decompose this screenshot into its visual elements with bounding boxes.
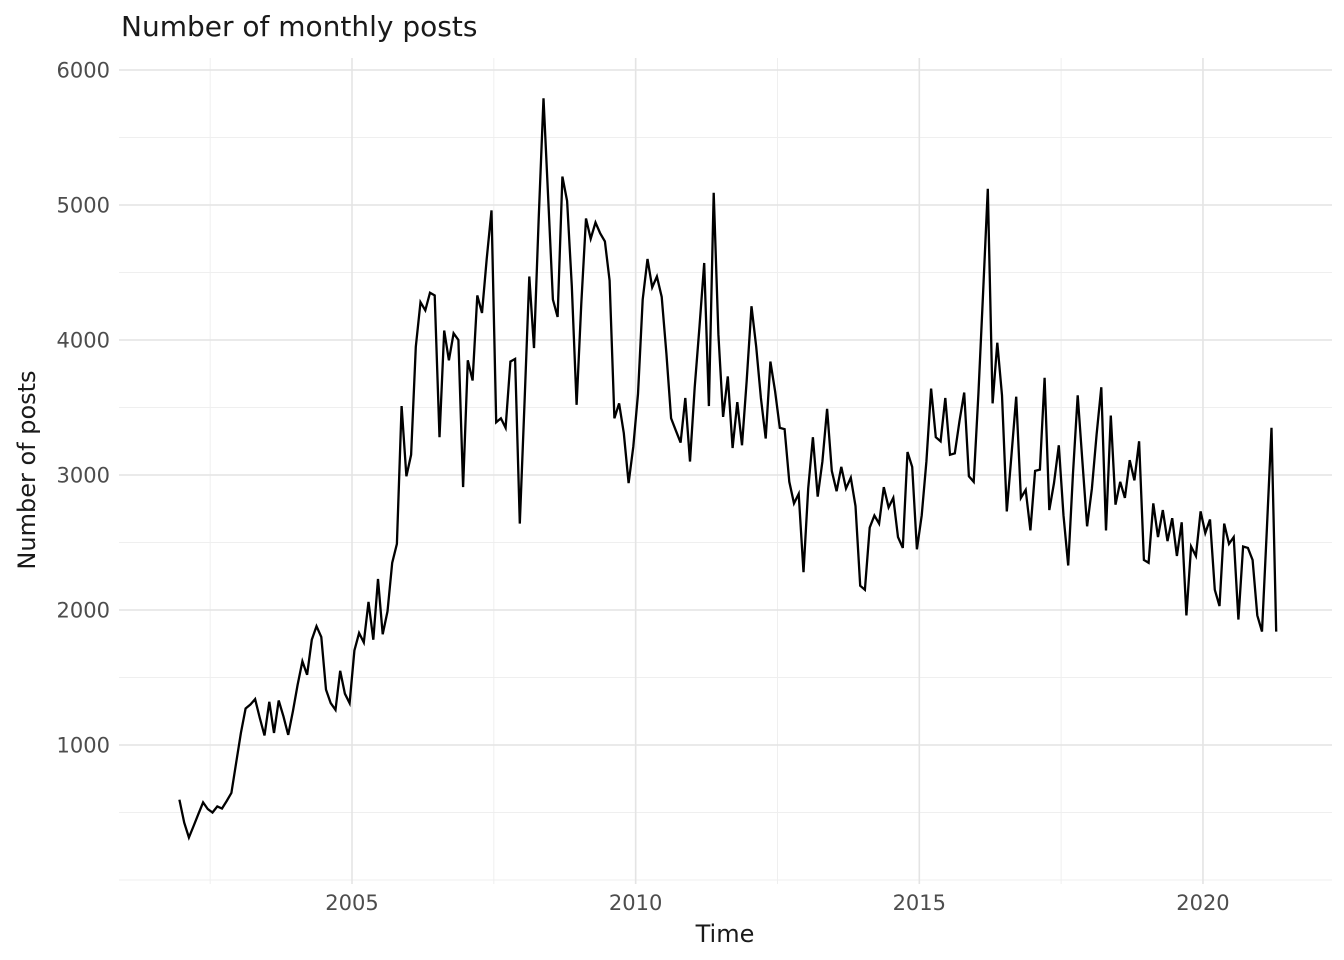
y-axis-title: Number of posts [13, 370, 41, 570]
x-tick-label: 2020 [1176, 891, 1229, 915]
x-tick-label: 2010 [609, 891, 662, 915]
y-tick-label: 3000 [57, 464, 110, 488]
data-line [178, 98, 1278, 841]
y-tick-label: 1000 [57, 734, 110, 758]
y-tick-label: 2000 [57, 599, 110, 623]
x-tick-label: 2015 [893, 891, 946, 915]
x-tick-label: 2005 [325, 891, 378, 915]
y-tick-label: 5000 [57, 194, 110, 218]
chart-title: Number of monthly posts [121, 10, 478, 43]
y-tick-label: 4000 [57, 329, 110, 353]
x-axis-title: Time [695, 920, 755, 948]
y-tick-label: 6000 [57, 59, 110, 83]
